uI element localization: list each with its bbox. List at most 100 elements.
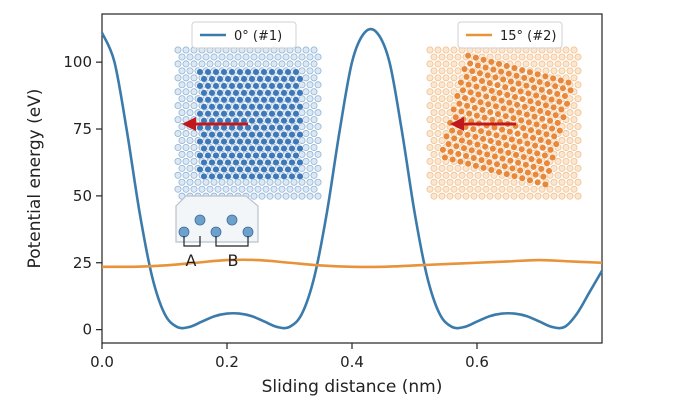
lattice-atom (248, 172, 256, 180)
lattice-atom (450, 60, 458, 68)
lattice-atom (487, 137, 495, 145)
lattice-atom (486, 79, 494, 87)
lattice-atom (478, 106, 487, 114)
lattice-atom (294, 60, 302, 68)
lattice-atom (268, 82, 276, 90)
lattice-atom (503, 91, 511, 99)
lattice-atom (522, 82, 530, 90)
lattice-atom (190, 88, 198, 96)
lattice-atom (296, 172, 304, 180)
lattice-atom (232, 158, 240, 167)
lattice-atom (562, 60, 570, 68)
lattice-atom (302, 185, 310, 193)
lattice-atom (248, 103, 256, 111)
lattice-atom (558, 164, 566, 172)
lattice-atom (314, 67, 322, 75)
x-axis-ticks: 0.0 0.2 0.4 0.6 (90, 343, 489, 371)
lattice-atom (272, 75, 280, 83)
lattice-atom (442, 185, 450, 193)
lattice-atom (558, 67, 566, 75)
lattice-atom (182, 171, 190, 179)
lattice-atom (531, 113, 539, 121)
lattice-atom (467, 88, 475, 96)
lattice-atom (550, 192, 558, 200)
lattice-atom (452, 113, 460, 121)
lattice-atom (196, 165, 204, 173)
lattice-atom (250, 53, 258, 61)
lattice-atom (554, 185, 562, 193)
lattice-atom (314, 136, 322, 144)
lattice-atom (522, 60, 530, 68)
lattice-atom (528, 76, 536, 84)
y-tick-label: 50 (73, 187, 92, 205)
lattice-atom (434, 88, 442, 96)
lattice-atom (310, 88, 318, 96)
lattice-atom (292, 68, 300, 76)
lattice-atom (204, 110, 212, 118)
lattice-atom (518, 53, 526, 61)
lattice-atom (574, 109, 582, 117)
lattice-atom (535, 157, 543, 165)
lattice-atom (438, 95, 446, 103)
lattice-atom (274, 178, 282, 186)
lattice-atom (260, 151, 268, 160)
lattice-atom (224, 145, 232, 153)
legend-2: 15° (#2) (457, 21, 563, 49)
lattice-atom (266, 178, 274, 186)
lattice-atom (442, 102, 450, 110)
lattice-atom (306, 81, 314, 89)
lattice-atom (290, 53, 298, 61)
lattice-atom (298, 81, 306, 89)
lattice-atom (532, 171, 540, 179)
lattice-atom (298, 95, 306, 103)
lattice-atom (224, 158, 232, 167)
lattice-atom (196, 82, 204, 90)
lattice-atom (276, 82, 284, 90)
lattice-atom (534, 53, 542, 61)
lattice-flake (196, 68, 304, 180)
lattice-atom (294, 185, 302, 193)
lattice-atom (550, 53, 558, 61)
lattice-atom (471, 133, 479, 141)
lattice-atom (306, 123, 314, 131)
lattice-atom (240, 158, 248, 167)
lattice-atom (194, 53, 202, 61)
lattice-atom (242, 53, 250, 61)
lattice-atom (501, 83, 509, 91)
lattice-atom (538, 86, 546, 94)
lattice-atom (298, 67, 306, 75)
lattice-atom (494, 110, 502, 118)
lattice-atom (212, 68, 220, 76)
lattice-atom (562, 185, 570, 193)
lattice-atom (212, 82, 220, 90)
lattice-atom (200, 145, 208, 153)
lattice-atom (574, 53, 582, 61)
lattice-atom (210, 178, 218, 186)
lattice-atom (430, 95, 438, 103)
lattice-atom (256, 145, 264, 153)
lattice-atom (533, 120, 541, 128)
lattice-atom (450, 46, 458, 54)
lattice-atom (314, 178, 322, 186)
lattice-atom (280, 117, 288, 125)
lattice-atom (284, 68, 292, 76)
lattice-atom (447, 148, 455, 156)
lattice-atom (518, 145, 526, 153)
lattice-atom (174, 60, 182, 68)
lattice-atom (182, 46, 190, 54)
lattice-atom (550, 103, 558, 111)
lattice-atom (266, 192, 274, 200)
lattice-atom (182, 74, 190, 82)
lattice-atom (558, 178, 566, 186)
lattice-atom (302, 46, 310, 54)
lattice-atom (310, 185, 318, 193)
lattice-atom (258, 53, 266, 61)
lattice-atom (493, 160, 501, 168)
lattice-atom (244, 82, 252, 90)
lattice-atom (284, 151, 292, 160)
lattice-atom (538, 185, 546, 193)
lattice-atom (220, 151, 228, 160)
lattice-atom (549, 74, 557, 82)
lattice-atom (306, 53, 314, 61)
lattice-atom (538, 115, 546, 123)
